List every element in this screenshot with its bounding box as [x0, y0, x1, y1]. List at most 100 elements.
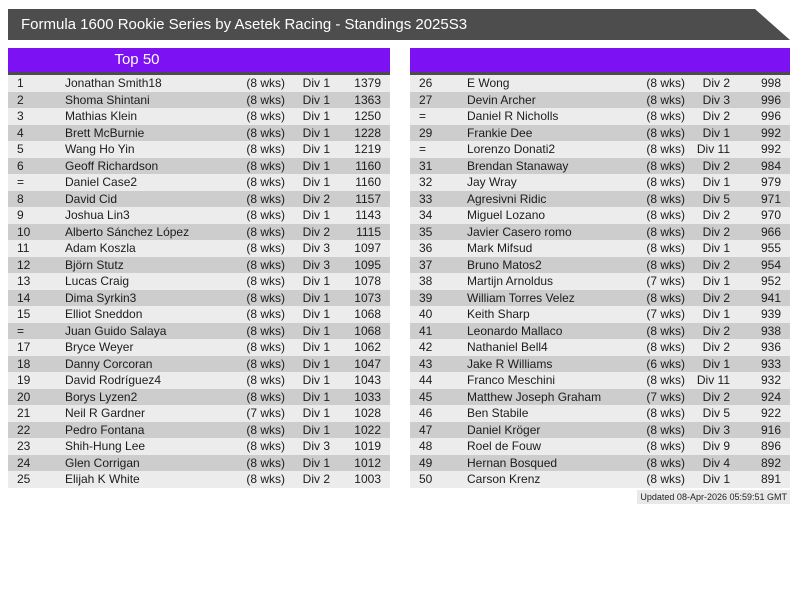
cell-points: 1228 [354, 125, 381, 140]
cell-division: Div 2 [702, 340, 730, 355]
cell-division: Div 1 [702, 241, 730, 256]
cell-division: Div 2 [702, 290, 730, 305]
cell-pos: 1 [17, 76, 24, 91]
cell-name: Devin Archer [467, 92, 536, 107]
table-row: = Juan Guido Salaya (8 wks) Div 1 1068 [8, 322, 390, 339]
table-row: 43 Jake R Williams (6 wks) Div 1 933 [410, 355, 790, 372]
cell-pos: 4 [17, 125, 24, 140]
table-row: 18 Danny Corcoran (8 wks) Div 1 1047 [8, 355, 390, 372]
cell-points: 896 [760, 439, 781, 454]
cell-points: 932 [760, 373, 781, 388]
cell-points: 1068 [354, 307, 381, 322]
cell-pos: 10 [17, 224, 31, 239]
cell-weeks: (8 wks) [246, 455, 285, 470]
cell-name: Leonardo Mallaco [467, 323, 563, 338]
cell-weeks: (8 wks) [646, 439, 685, 454]
cell-division: Div 3 [702, 422, 730, 437]
cell-pos: = [17, 323, 25, 338]
cell-division: Div 2 [302, 224, 330, 239]
table-row: 13 Lucas Craig (8 wks) Div 1 1078 [8, 273, 390, 290]
cell-division: Div 2 [302, 472, 330, 487]
cell-division: Div 3 [302, 257, 330, 272]
cell-name: Brett McBurnie [65, 125, 145, 140]
cell-name: Wang Ho Yin [65, 142, 135, 157]
table-row: 40 Keith Sharp (7 wks) Div 1 939 [410, 306, 790, 323]
cell-weeks: (8 wks) [646, 109, 685, 124]
cell-weeks: (8 wks) [246, 323, 285, 338]
cell-pos: 22 [17, 422, 31, 437]
cell-name: Alberto Sánchez López [65, 224, 190, 239]
cell-weeks: (7 wks) [646, 307, 685, 322]
cell-weeks: (8 wks) [646, 142, 685, 157]
cell-points: 1012 [354, 455, 381, 470]
cell-weeks: (8 wks) [646, 125, 685, 140]
cell-division: Div 1 [302, 208, 330, 223]
table-row: 46 Ben Stabile (8 wks) Div 5 922 [410, 405, 790, 422]
cell-weeks: (8 wks) [246, 373, 285, 388]
cell-name: Jonathan Smith18 [65, 76, 162, 91]
cell-division: Div 3 [702, 92, 730, 107]
title-banner: Formula 1600 Rookie Series by Asetek Rac… [8, 9, 790, 40]
table-row: 47 Daniel Kröger (8 wks) Div 3 916 [410, 421, 790, 438]
cell-points: 984 [760, 158, 781, 173]
cell-pos: 19 [17, 373, 31, 388]
cell-name: Franco Meschini [467, 373, 556, 388]
cell-weeks: (8 wks) [246, 389, 285, 404]
cell-pos: 20 [17, 389, 31, 404]
table-row: 34 Miguel Lozano (8 wks) Div 2 970 [410, 207, 790, 224]
cell-division: Div 3 [302, 241, 330, 256]
cell-pos: 24 [17, 455, 31, 470]
cell-division: Div 4 [702, 455, 730, 470]
cell-pos: 14 [17, 290, 31, 305]
cell-pos: 45 [419, 389, 433, 404]
cell-name: Mark Mifsud [467, 241, 533, 256]
cell-division: Div 2 [702, 389, 730, 404]
table-row: 14 Dima Syrkin3 (8 wks) Div 1 1073 [8, 289, 390, 306]
cell-division: Div 2 [702, 257, 730, 272]
table-row: 32 Jay Wray (8 wks) Div 1 979 [410, 174, 790, 191]
cell-points: 1019 [354, 439, 381, 454]
cell-pos: 40 [419, 307, 433, 322]
cell-pos: 31 [419, 158, 433, 173]
table-row: 15 Elliot Sneddon (8 wks) Div 1 1068 [8, 306, 390, 323]
cell-weeks: (7 wks) [246, 406, 285, 421]
table-row: = Daniel Case2 (8 wks) Div 1 1160 [8, 174, 390, 191]
cell-division: Div 1 [702, 472, 730, 487]
cell-weeks: (8 wks) [246, 274, 285, 289]
cell-name: Elliot Sneddon [65, 307, 143, 322]
table-row: 49 Hernan Bosqued (8 wks) Div 4 892 [410, 454, 790, 471]
table-row: 21 Neil R Gardner (7 wks) Div 1 1028 [8, 405, 390, 422]
cell-division: Div 2 [702, 224, 730, 239]
cell-weeks: (8 wks) [246, 224, 285, 239]
table-header-right [410, 48, 790, 75]
cell-points: 952 [760, 274, 781, 289]
cell-weeks: (8 wks) [646, 323, 685, 338]
cell-points: 1097 [354, 241, 381, 256]
cell-points: 1379 [354, 76, 381, 91]
standings-column-right: 26 E Wong (8 wks) Div 2 998 27 Devin Archer (8 … [410, 48, 790, 504]
cell-points: 941 [760, 290, 781, 305]
cell-division: Div 1 [302, 274, 330, 289]
cell-pos: 26 [419, 76, 433, 91]
cell-weeks: (8 wks) [246, 208, 285, 223]
cell-pos: 50 [419, 472, 433, 487]
cell-name: Borys Lyzen2 [65, 389, 138, 404]
cell-pos: 29 [419, 125, 433, 140]
cell-points: 992 [760, 142, 781, 157]
cell-division: Div 1 [702, 125, 730, 140]
table-row: 27 Devin Archer (8 wks) Div 3 996 [410, 91, 790, 108]
cell-weeks: (8 wks) [646, 422, 685, 437]
standings-table-left: 1 Jonathan Smith18 (8 wks) Div 1 1379 2 Shoma … [8, 75, 390, 488]
cell-weeks: (7 wks) [646, 274, 685, 289]
table-row: 17 Bryce Weyer (8 wks) Div 1 1062 [8, 339, 390, 356]
cell-name: David Cid [65, 191, 118, 206]
table-row: 37 Bruno Matos2 (8 wks) Div 2 954 [410, 256, 790, 273]
cell-division: Div 2 [302, 191, 330, 206]
cell-weeks: (8 wks) [646, 290, 685, 305]
cell-points: 1095 [354, 257, 381, 272]
cell-name: E Wong [467, 76, 510, 91]
cell-pos: 46 [419, 406, 433, 421]
cell-name: Shoma Shintani [65, 92, 150, 107]
cell-weeks: (8 wks) [646, 224, 685, 239]
cell-points: 971 [760, 191, 781, 206]
